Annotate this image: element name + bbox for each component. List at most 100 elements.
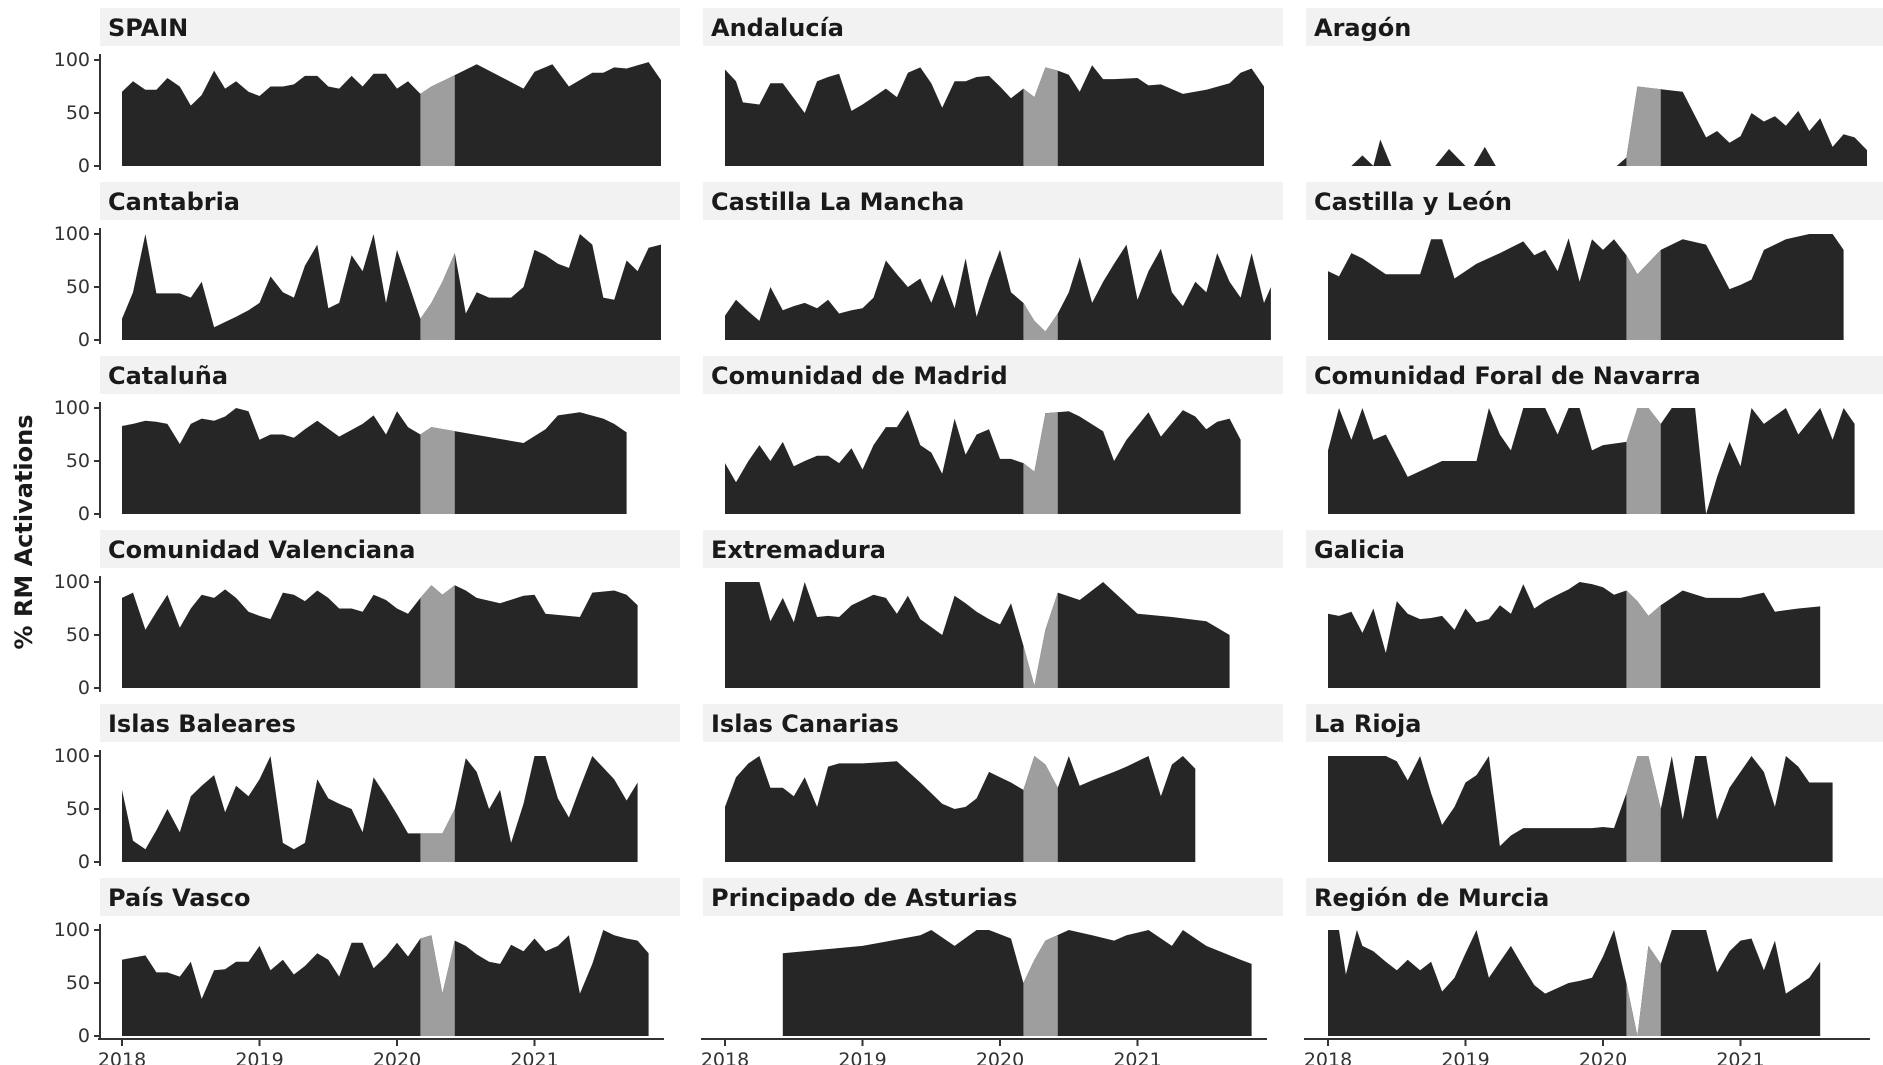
x-tick-label: 2018 <box>1304 1049 1352 1065</box>
panel-strip <box>1306 182 1883 220</box>
x-tick-label: 2019 <box>838 1049 886 1065</box>
panel-strip <box>1306 356 1883 394</box>
panel-region-de-murcia: Región de Murcia 2018 2019 2020 2021 <box>1304 878 1883 1065</box>
panel-title: Cataluña <box>108 362 228 390</box>
panel-extremadura: Extremadura <box>703 530 1283 688</box>
highlight-area <box>1626 756 1661 862</box>
panel-title: Principado de Asturias <box>711 884 1017 912</box>
highlight-area <box>1626 249 1661 340</box>
series-area <box>122 930 649 1036</box>
y-tick-label: 100 <box>54 397 90 419</box>
panel-strip <box>1306 704 1883 742</box>
x-tick-label: 2018 <box>701 1049 749 1065</box>
y-tick-label: 50 <box>66 798 90 820</box>
panel-castilla-la-mancha: Castilla La Mancha <box>703 182 1283 340</box>
x-tick-label: 2020 <box>976 1049 1024 1065</box>
highlight-area <box>420 427 455 514</box>
panel-castilla-y-leon: Castilla y León <box>1306 182 1883 340</box>
highlight-area <box>1626 590 1661 688</box>
y-tick-label: 100 <box>54 919 90 941</box>
series-area <box>725 582 1230 688</box>
panel-strip <box>100 182 680 220</box>
panel-strip <box>1306 878 1883 916</box>
highlight-area <box>1626 86 1661 166</box>
panel-title: Comunidad de Madrid <box>711 362 1008 390</box>
panel-title: Andalucía <box>711 14 844 42</box>
y-tick-label: 100 <box>54 571 90 593</box>
panel-andalucia: Andalucía <box>703 8 1283 166</box>
series-area <box>782 930 1252 1036</box>
x-tick-label: 2021 <box>1716 1049 1764 1065</box>
panel-title: Comunidad Foral de Navarra <box>1314 362 1701 390</box>
panel-title: Cantabria <box>108 188 240 216</box>
y-tick-label: 100 <box>54 49 90 71</box>
panel-title: Castilla La Mancha <box>711 188 964 216</box>
x-tick-label: 2020 <box>1579 1049 1627 1065</box>
panel-strip <box>703 704 1283 742</box>
panel-strip <box>100 8 680 46</box>
panel-principado-de-asturias: Principado de Asturias 2018 2019 2020 2021 <box>701 878 1283 1065</box>
x-tick-label: 2020 <box>373 1049 421 1065</box>
y-tick-label: 0 <box>78 155 90 177</box>
highlight-area <box>1023 412 1058 514</box>
highlight-area <box>420 585 455 688</box>
highlight-area <box>1023 592 1058 688</box>
series-area <box>1328 756 1833 862</box>
x-tick-label: 2021 <box>1113 1049 1161 1065</box>
panel-title: Islas Canarias <box>711 710 899 738</box>
series-area <box>122 585 638 688</box>
panel-title: SPAIN <box>108 14 188 42</box>
series-area <box>725 756 1196 862</box>
series-area <box>122 62 661 166</box>
panel-strip <box>100 704 680 742</box>
panel-strip <box>703 356 1283 394</box>
series-area <box>122 408 627 514</box>
highlight-area <box>420 253 455 340</box>
panel-strip <box>1306 530 1883 568</box>
panel-strip <box>703 878 1283 916</box>
highlight-area <box>1023 935 1058 1036</box>
x-tick-label: 2019 <box>1441 1049 1489 1065</box>
panel-pais-vasco: País Vasco 0 50 100 2018 2019 2020 2021 <box>54 878 680 1065</box>
highlight-area <box>1023 67 1058 166</box>
panel-islas-canarias: Islas Canarias <box>703 704 1283 862</box>
x-tick-label: 2018 <box>98 1049 146 1065</box>
panel-cantabria: Cantabria 0 50 100 <box>54 182 680 351</box>
highlight-area <box>420 935 455 1036</box>
panel-strip <box>703 530 1283 568</box>
y-tick-label: 0 <box>78 1025 90 1047</box>
panel-islas-baleares: Islas Baleares 0 50 100 <box>54 704 680 873</box>
panel-title: País Vasco <box>108 884 250 912</box>
y-tick-label: 0 <box>78 503 90 525</box>
panels: SPAIN 0 50 100 Andalucía Aragón Cantabria 0 50 10… <box>54 8 1883 1065</box>
series-area <box>725 244 1271 340</box>
y-tick-label: 50 <box>66 276 90 298</box>
y-tick-label: 0 <box>78 329 90 351</box>
panel-la-rioja: La Rioja <box>1306 704 1883 862</box>
highlight-area <box>420 75 455 166</box>
panel-title: Región de Murcia <box>1314 884 1549 912</box>
series-area <box>725 410 1241 514</box>
y-tick-label: 50 <box>66 624 90 646</box>
panel-title: La Rioja <box>1314 710 1421 738</box>
panel-strip <box>100 530 680 568</box>
highlight-area <box>1023 302 1058 340</box>
series-area <box>1328 234 1844 340</box>
series-area <box>1328 930 1821 1036</box>
y-tick-label: 50 <box>66 450 90 472</box>
x-tick-label: 2021 <box>510 1049 558 1065</box>
y-tick-label: 50 <box>66 972 90 994</box>
highlight-area <box>1626 945 1661 1036</box>
panel-title: Islas Baleares <box>108 710 296 738</box>
y-tick-label: 50 <box>66 102 90 124</box>
panel-comunidad-de-madrid: Comunidad de Madrid <box>703 356 1283 514</box>
panel-cataluna: Cataluña 0 50 100 <box>54 356 680 525</box>
y-tick-label: 0 <box>78 851 90 873</box>
series-area <box>1328 408 1855 514</box>
series-area <box>1328 582 1821 688</box>
y-axis-title: % RM Activations <box>10 414 38 649</box>
panel-title: Galicia <box>1314 536 1405 564</box>
panel-strip <box>100 356 680 394</box>
panel-aragon: Aragón <box>1306 8 1883 166</box>
series-area <box>725 65 1264 166</box>
